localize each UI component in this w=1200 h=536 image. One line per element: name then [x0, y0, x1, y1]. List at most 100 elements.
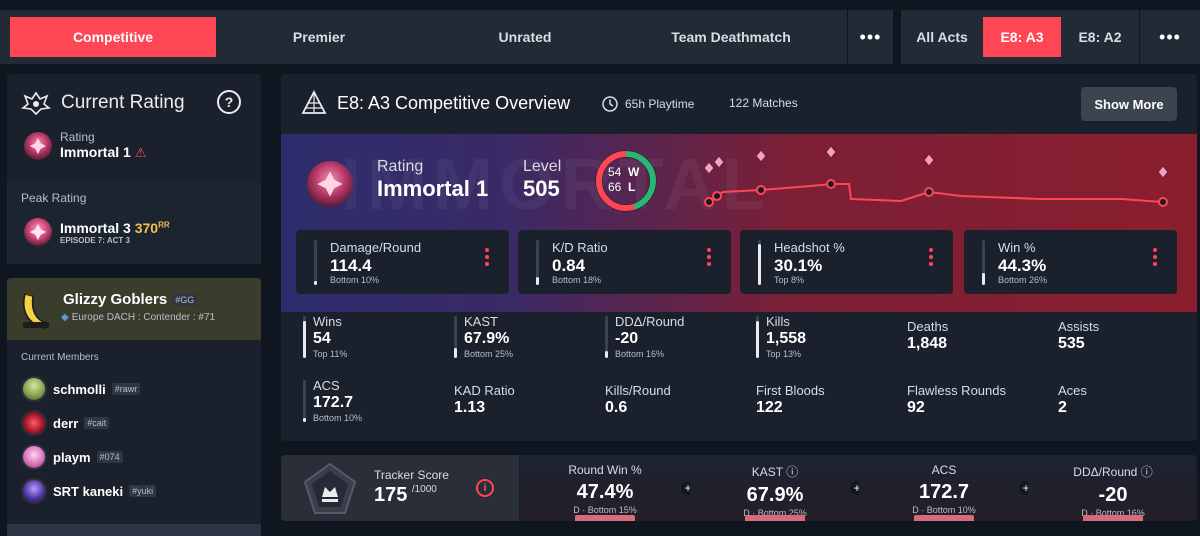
team-logo-icon: [23, 290, 50, 329]
grade-pill: [1083, 515, 1143, 521]
stat-dd-round[interactable]: DDΔ/Round -20 Bottom 16%: [605, 312, 755, 362]
tracker-score-value: 175 /1000: [374, 484, 437, 506]
tracker-shield-icon: [303, 462, 357, 514]
immortal-rank-icon: [24, 131, 52, 160]
avatar: [21, 410, 47, 436]
more-acts-button[interactable]: •••: [1139, 10, 1200, 64]
hero-rating-value: Immortal 1: [377, 176, 489, 201]
playtime: 65h Playtime: [625, 97, 695, 111]
peak-rating-title: Peak Rating: [21, 191, 87, 205]
stat-kad-ratio[interactable]: KAD Ratio 1.13: [454, 383, 515, 416]
tab-team-deathmatch[interactable]: Team Deathmatch: [671, 29, 791, 45]
tracker-score-summary[interactable]: Tracker Score 175 /1000 i: [281, 455, 519, 521]
team-tag: #GG: [172, 293, 198, 306]
avatar: [21, 376, 47, 402]
hero-level-label: Level: [523, 158, 562, 175]
hero-level-value: 505: [523, 176, 560, 201]
hero-rating-label: Rating: [377, 158, 424, 175]
team-header[interactable]: Glizzy Goblers #GG ◆ Europe DACH : Conte…: [7, 278, 261, 340]
stat-deaths[interactable]: Deaths 1,848: [907, 319, 949, 352]
pyramid-icon: [301, 90, 327, 114]
stat-aces[interactable]: Aces 2: [1058, 383, 1087, 416]
stat-first-bloods[interactable]: First Bloods 122: [756, 383, 825, 416]
tab-premier[interactable]: Premier: [292, 29, 346, 45]
act-tabbar: All Acts E8: A3 E8: A2 •••: [901, 10, 1200, 64]
help-icon[interactable]: ?: [217, 90, 241, 114]
peak-rating-section: Peak Rating Immortal 3 370RR EPISODE 7: …: [7, 180, 261, 264]
hero-watermark: IMMORTAL: [341, 145, 772, 225]
stat-win-pct[interactable]: Win % 44.3% Bottom 26%: [964, 230, 1177, 294]
metric-acs[interactable]: ACS 172.7 D · Bottom 10%: [859, 455, 1029, 521]
win-loss-text: 54 W 66 L: [608, 165, 640, 194]
stat-damage-round[interactable]: Damage/Round 114.4 Bottom 10%: [296, 230, 509, 294]
metric-round-win[interactable]: Round Win % 47.4% D · Bottom 15%: [520, 455, 690, 521]
history-point[interactable]: [712, 191, 722, 201]
clock-icon: [602, 96, 618, 112]
peak-rank: Immortal 3 370RR: [60, 219, 170, 236]
overview-title: E8: A3 Competitive Overview: [337, 93, 571, 113]
match-count: 122 Matches: [729, 96, 798, 110]
info-icon[interactable]: ⓘ: [1140, 465, 1153, 479]
stat-headshot[interactable]: Headshot % 30.1% Top 8%: [740, 230, 953, 294]
competitive-overview: E8: A3 Competitive Overview 65h Playtime…: [281, 74, 1197, 441]
history-point[interactable]: [756, 185, 766, 195]
team-league: Europe DACH : Contender : #71: [71, 312, 216, 323]
tab-e8-a2[interactable]: E8: A2: [1078, 29, 1122, 45]
rank-up-icons: [703, 145, 1169, 179]
kebab-menu-icon[interactable]: [929, 248, 933, 269]
tab-all-acts[interactable]: All Acts: [916, 29, 968, 45]
metric-dd-round[interactable]: DDΔ/Round ⓘ -20 D · Bottom 16%: [1028, 455, 1197, 521]
stat-kills[interactable]: Kills 1,558 Top 13%: [756, 312, 906, 362]
current-rating-title: Current Rating: [61, 92, 185, 113]
member-item[interactable]: SRT kaneki #yuki: [21, 478, 157, 504]
current-rating-row: Rating Immortal 1 ⚠: [24, 130, 146, 161]
current-rating-rank: Immortal 1 ⚠: [60, 144, 147, 160]
tab-competitive[interactable]: Competitive: [10, 17, 216, 57]
peak-episode: EPISODE 7: ACT 3: [60, 235, 130, 245]
avatar: [21, 478, 47, 504]
mode-tabbar: Competitive Premier Unrated Team Deathma…: [0, 10, 893, 64]
member-item[interactable]: schmolli #rawr: [21, 376, 141, 402]
team-card: Glizzy Goblers #GG ◆ Europe DACH : Conte…: [7, 278, 261, 536]
stat-acs[interactable]: ACS 172.7 Bottom 10%: [303, 376, 453, 426]
tracker-score-label: Tracker Score: [374, 468, 449, 482]
tab-unrated[interactable]: Unrated: [498, 29, 552, 45]
grade-pill: [745, 515, 805, 521]
stat-wins[interactable]: Wins 54 Top 11%: [303, 312, 453, 362]
current-rating-label: Rating: [60, 130, 95, 144]
stat-flawless-rounds[interactable]: Flawless Rounds 92: [907, 383, 1006, 416]
members-title: Current Members: [21, 352, 99, 363]
metric-kast[interactable]: KAST ⓘ 67.9% D · Bottom 25%: [690, 455, 860, 521]
tracker-score-panel: Tracker Score 175 /1000 i Round Win % 47…: [281, 455, 1197, 521]
hero-rank-icon: [307, 161, 353, 207]
stat-kills-round[interactable]: Kills/Round 0.6: [605, 383, 671, 416]
more-modes-button[interactable]: •••: [847, 10, 893, 64]
history-point[interactable]: [826, 179, 836, 189]
grade-pill: [575, 515, 635, 521]
kebab-menu-icon[interactable]: [707, 248, 711, 269]
rating-history-chart: [703, 145, 1169, 207]
history-point[interactable]: [704, 197, 714, 207]
tracker-info-icon[interactable]: i: [476, 479, 494, 497]
history-point[interactable]: [924, 187, 934, 197]
avatar: [21, 444, 47, 470]
stat-kd-ratio[interactable]: K/D Ratio 0.84 Bottom 18%: [518, 230, 731, 294]
member-item[interactable]: derr #cait: [21, 410, 110, 436]
kebab-menu-icon[interactable]: [485, 248, 489, 269]
tab-e8-a3[interactable]: E8: A3: [983, 17, 1061, 57]
immortal-3-rank-icon: [24, 218, 52, 246]
history-point[interactable]: [1158, 197, 1168, 207]
scroll-hint: [7, 524, 261, 536]
stat-assists[interactable]: Assists 535: [1058, 319, 1100, 352]
league-icon: ◆: [61, 312, 69, 323]
win-loss-ring: [595, 150, 657, 212]
rank-crest-icon: [21, 91, 51, 116]
stat-kast[interactable]: KAST 67.9% Bottom 25%: [454, 312, 604, 362]
info-icon[interactable]: ⓘ: [786, 465, 799, 479]
team-name: Glizzy Goblers: [63, 291, 168, 308]
kebab-menu-icon[interactable]: [1153, 248, 1157, 269]
current-rating-header: Current Rating: [21, 90, 185, 116]
grade-pill: [914, 515, 974, 521]
member-item[interactable]: playm #074: [21, 444, 123, 470]
show-more-button[interactable]: Show More: [1081, 87, 1177, 121]
